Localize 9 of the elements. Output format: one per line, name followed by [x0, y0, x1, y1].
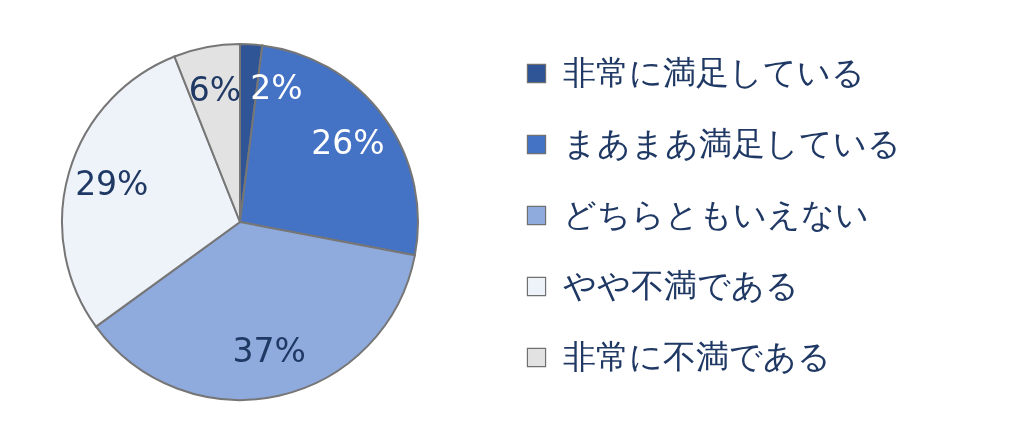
legend-label: どちらともいえない [563, 194, 869, 234]
data-label: 37% [232, 331, 306, 371]
data-label: 26% [311, 122, 385, 162]
legend-label: まあまあ満足している [563, 123, 901, 163]
legend-label: 非常に不満である [563, 336, 831, 376]
legend-label: やや不満である [563, 265, 799, 305]
legend-label: 非常に満足している [563, 52, 865, 92]
data-label: 2% [250, 67, 303, 107]
data-label: 29% [75, 163, 149, 203]
